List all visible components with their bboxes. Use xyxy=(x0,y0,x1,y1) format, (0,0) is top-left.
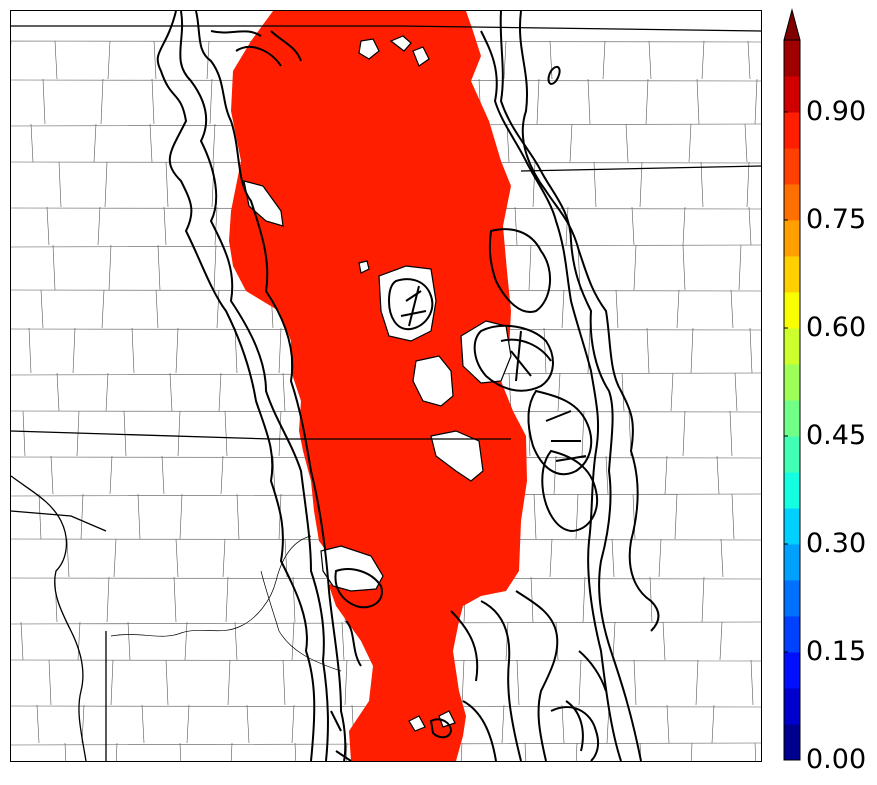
colorbar-segment xyxy=(784,688,800,725)
colorbar-segment xyxy=(784,220,800,257)
contour-lines xyxy=(156,11,660,761)
river-boundary xyxy=(110,535,342,672)
colorbar-segment xyxy=(784,400,800,437)
colorbar-tick-label: 0.60 xyxy=(806,312,867,343)
probability-fill-region xyxy=(229,11,527,761)
colorbar-extend-arrow xyxy=(783,8,801,41)
high-probability-area xyxy=(229,11,527,761)
colorbar-tick-label: 0.45 xyxy=(806,420,867,451)
colorbar: 0.00 0.15 0.30 0.45 0.60 0.75 0.90 xyxy=(778,8,877,773)
colorbar-gradient xyxy=(783,8,801,761)
colorbar-segment xyxy=(784,472,800,509)
colorbar-segment xyxy=(784,652,800,689)
colorbar-segment xyxy=(784,40,800,77)
colorbar-segment xyxy=(784,76,800,113)
colorbar-outline xyxy=(783,39,801,761)
colorbar-segment xyxy=(784,364,800,401)
colorbar-tick-label: 0.15 xyxy=(806,636,867,667)
colorbar-segment xyxy=(784,184,800,221)
colorbar-segment xyxy=(784,292,800,329)
colorbar-segment xyxy=(784,616,800,653)
map-svg xyxy=(11,11,761,761)
colorbar-tick-label: 0.75 xyxy=(806,204,867,235)
colorbar-segment xyxy=(784,724,800,761)
state-boundaries xyxy=(11,25,761,761)
colorbar-tick-label: 0.30 xyxy=(806,528,867,559)
colorbar-tick-label: 0.00 xyxy=(806,744,867,775)
colorbar-segment xyxy=(784,580,800,617)
colorbar-segment xyxy=(784,508,800,545)
colorbar-tick-label: 0.90 xyxy=(806,96,867,127)
colorbar-segment xyxy=(784,544,800,581)
colorbar-segment xyxy=(784,436,800,473)
colorbar-segment xyxy=(784,148,800,185)
colorbar-segment xyxy=(784,328,800,365)
map-panel xyxy=(10,10,762,762)
colorbar-segment xyxy=(784,112,800,149)
colorbar-segment xyxy=(784,256,800,293)
